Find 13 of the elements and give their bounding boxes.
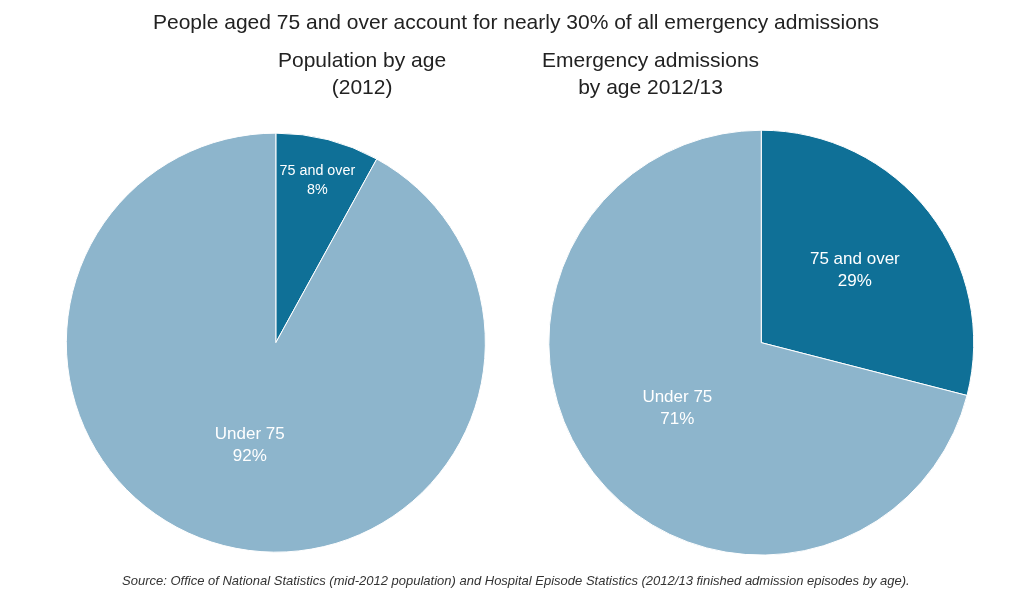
slice-label: 75 and over (279, 162, 356, 179)
slice-label: 75 and over (809, 249, 901, 269)
chart-title: People aged 75 and over account for nearly 30% of all emergency admissions (153, 10, 880, 33)
pie-slice (65, 132, 486, 553)
data-label: 29% (837, 271, 872, 291)
chart-subtitle: Population by age (2012) (278, 48, 447, 99)
slice-label: Under 75 (642, 387, 713, 407)
data-label: 8% (307, 181, 329, 198)
data-label: 92% (232, 445, 267, 465)
slice-label: Under 75 (214, 423, 285, 443)
data-label: 71% (660, 409, 695, 429)
chart-subtitle: Emergency admissions by age 2012/13 (542, 48, 760, 99)
source-note: Source: Office of National Statistics (mid-2012 population) and Hospital Episode Statistics (2012/13 finished admission episodes by age). (122, 573, 910, 588)
